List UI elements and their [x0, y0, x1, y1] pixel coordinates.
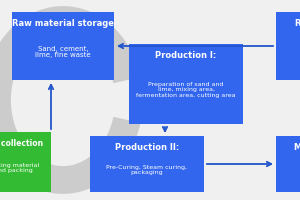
Text: Ra: Ra: [294, 19, 300, 28]
Text: Pre-Curing, Steam curing,
packaging: Pre-Curing, Steam curing, packaging: [106, 165, 188, 175]
Text: Production II:: Production II:: [115, 143, 179, 152]
Text: Sand, cement,
lime, fine waste: Sand, cement, lime, fine waste: [35, 46, 91, 58]
Text: reaking material
and packing: reaking material and packing: [0, 163, 40, 173]
FancyBboxPatch shape: [276, 12, 300, 80]
Text: Raw material storage: Raw material storage: [12, 19, 114, 28]
FancyBboxPatch shape: [90, 136, 204, 192]
Text: Production I:: Production I:: [155, 51, 217, 60]
Text: rial collection: rial collection: [0, 139, 43, 148]
FancyBboxPatch shape: [129, 44, 243, 124]
Text: Preparation of sand and
lime, mixing area,
fermentation area, cutting area: Preparation of sand and lime, mixing are…: [136, 82, 236, 98]
Text: Ma: Ma: [293, 143, 300, 152]
FancyBboxPatch shape: [0, 132, 51, 192]
FancyBboxPatch shape: [12, 12, 114, 80]
FancyBboxPatch shape: [276, 136, 300, 192]
